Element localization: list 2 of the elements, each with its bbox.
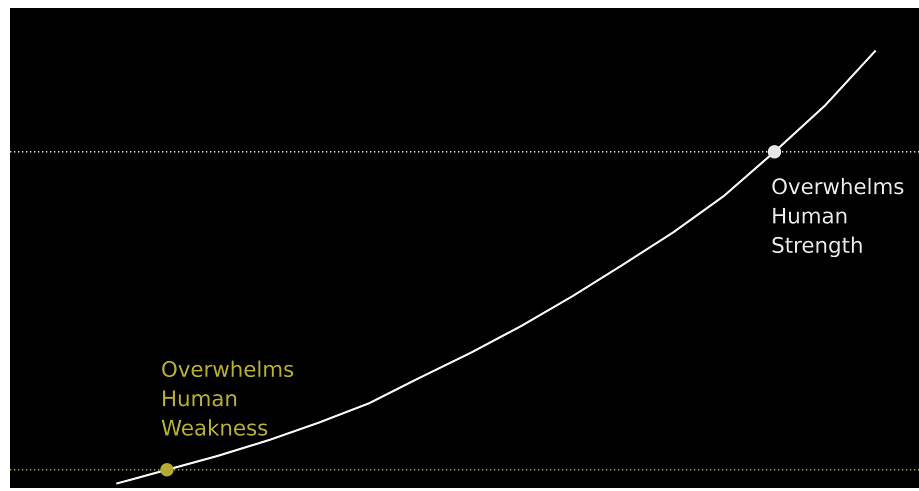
annotation: Overwhelms Human Strength (772, 178, 904, 258)
annotation: Overwhelms Human Weakness (162, 360, 294, 436)
